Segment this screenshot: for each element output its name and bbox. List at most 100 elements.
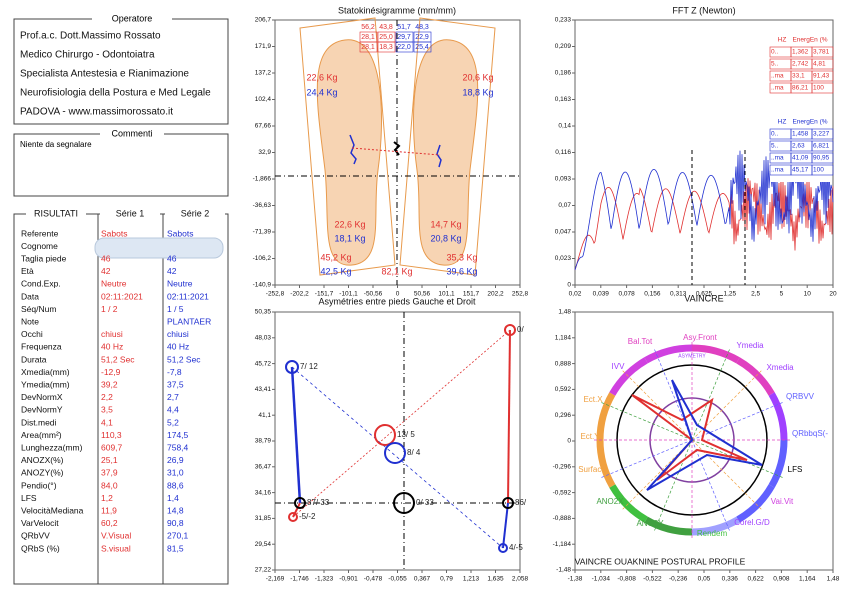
x-tick-label: 0,156 [644,291,661,298]
table-cell-text: 2,742 [792,61,809,68]
stat-cell: 43,8 [379,24,393,31]
point [393,492,415,514]
operator-title-bg [92,13,172,25]
row-label: Taglia piede [21,253,67,263]
x-tick-label: 1,48 [827,576,840,583]
x-tick-label: 0,313 [670,291,687,298]
profile-arc [768,392,788,441]
table-cell-text: ..ma [771,167,784,174]
series1-value: 40 Hz [101,342,123,352]
series2-value: -7,8 [167,367,182,377]
panel-title: Statokinésigramme (mm/mm) [338,5,456,15]
stat-cell: 18,3 [379,44,393,51]
row-label: Occhi [21,329,43,339]
row-label: Lunghezza(mm) [21,442,83,452]
header-bg [26,208,86,220]
weight-label: 20,8 Kg [430,233,461,243]
row-label: Frequenza [21,342,62,352]
y-tick-label: 29,54 [255,541,272,548]
series1-value: 39,2 [101,379,118,389]
x-tick-label: 0,79 [440,576,453,583]
y-tick-label: 67,66 [255,123,272,130]
series2-value: 1,4 [167,493,179,503]
stat-cell: 51,7 [397,24,411,31]
weight-label: 24,4 Kg [306,87,337,97]
operator-line: Medico Chirurgo - Odontoiatra [20,50,155,61]
y-tick-label: 0 [567,282,571,289]
profile-arc [644,516,693,536]
x-tick-label: 151,7 [463,291,480,298]
cell [377,41,396,53]
connector [292,502,301,518]
series2-value: 5,2 [167,417,179,427]
table-cell-text: 3,227 [813,131,830,138]
hidden-field [94,237,224,259]
panel-title: FFT Z (Newton) [672,5,735,15]
x-tick-label: 101,1 [438,291,455,298]
table-header: HZ [778,37,787,44]
axis-name: LFS [788,465,803,474]
row-label: Durata [21,354,47,364]
right-foot [412,39,479,266]
weight-label: 18,8 Kg [462,87,493,97]
y-tick-label: -0,296 [553,464,572,471]
series1-value: V.Visual [101,531,131,541]
y-tick-label: 27,22 [255,567,272,574]
y-tick-label: -1,866 [253,176,272,183]
header-bg [100,208,160,220]
table-cell [811,58,834,70]
cell [413,41,432,53]
operator-line: Specialista Antestesia e Rianimazione [20,69,189,80]
y-tick-label: 34,16 [255,489,272,496]
y-tick-label: 0,023 [555,255,572,262]
series2-value: 42 [167,266,177,276]
series2-value: 02:11:2021 [167,291,209,301]
connector [502,502,509,549]
y-tick-label: 0,093 [555,176,572,183]
table-cell-text: 0.. [771,49,778,56]
series2-value: 46 [167,253,177,263]
x-tick-label: 0,05 [698,576,711,583]
axis-name: Xmedia [766,363,794,372]
y-tick-label: -106,2 [253,255,272,262]
y-tick-label: 0,296 [555,412,572,419]
spoke [691,347,731,441]
spoke [691,439,731,533]
x-tick-label: 1,164 [799,576,816,583]
series1-value: -12,9 [101,367,121,377]
axis-name: IVV [612,362,626,371]
connector [290,366,302,504]
x-tick-label: 202,2 [487,291,504,298]
stat-cell: 48,3 [415,24,429,31]
series1-value: 3,5 [101,405,113,415]
table-bg [770,34,832,100]
operator-line: PADOVA - www.massimorossato.it [20,107,173,118]
x-tick-label: -1,38 [568,576,583,583]
profile-arc [768,439,788,488]
table-cell [811,128,834,140]
series2-value: Neutre [167,279,193,289]
series2-value: 51,2 Sec [167,354,201,364]
x-tick-label: -50,56 [364,291,383,298]
connector [507,329,511,504]
comments-title-bg [100,128,164,140]
series2-value: 31,0 [167,468,184,478]
series2-value: 4,4 [167,405,179,415]
weight-label: 42,5 Kg [320,266,351,276]
point-label: 0/ [517,325,524,334]
panel-title: Asymétries entre pieds Gauche et Droit [318,296,476,306]
y-tick-label: 0,888 [555,360,572,367]
axis-name: QRbbqS(- [792,429,828,438]
table-cell [811,140,834,152]
spoke [691,401,785,441]
y-tick-label: 41,1 [258,412,271,419]
table-cell-text: 1,362 [792,49,809,56]
table-cell-text: ..ma [771,155,784,162]
y-tick-label: 31,85 [255,515,272,522]
sway [436,144,442,168]
x-tick-label: 20 [829,291,837,298]
table-cell-text: 0.. [771,131,778,138]
y-tick-label: 0,209 [555,43,572,50]
row-label: Area(mm²) [21,430,62,440]
row-label: Referente [21,228,59,238]
